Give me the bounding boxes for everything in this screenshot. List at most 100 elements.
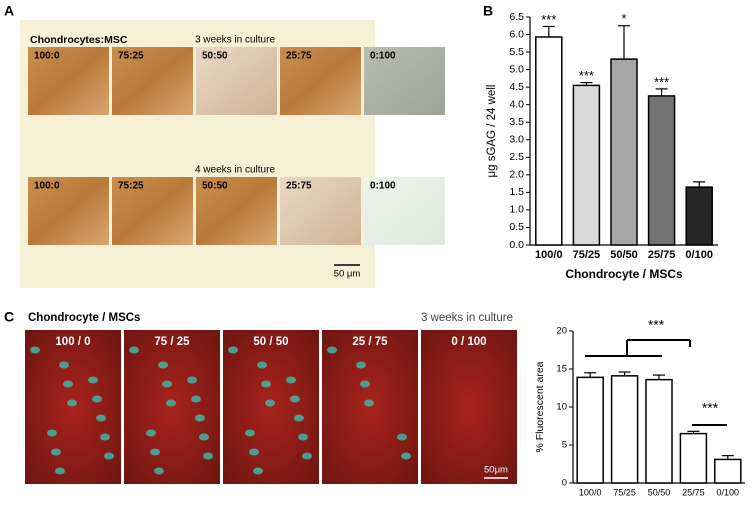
nucleus [146,429,156,437]
nucleus [59,361,69,369]
micrograph [364,177,445,245]
nucleus [298,433,308,441]
nucleus [286,376,296,384]
y-tick-label: 4.5 [509,81,524,93]
y-tick-label: 6.0 [509,28,524,40]
nucleus [47,429,57,437]
micrograph [280,177,361,245]
micrograph [28,47,109,115]
micrograph [112,47,193,115]
bar [610,375,639,484]
significance: *** [541,12,556,27]
panel-title: 3 weeks in culture [421,312,513,324]
nucleus [154,467,164,475]
y-axis-label: μg sGAG / 24 well [486,85,498,178]
nucleus [67,399,77,407]
ratio-label: 0 / 100 [451,336,486,348]
y-tick-label: 6.5 [509,11,524,23]
panel-a: Chondrocytes:MSC 3 weeks in culture 100:0 7… [28,34,445,280]
y-tick-label: 0 [562,478,567,489]
micrograph [124,330,220,484]
nucleus [199,433,209,441]
ratio-label: 0:100 [370,51,396,62]
nucleus [55,467,65,475]
x-axis-label: Chondrocyte / MSCs [565,267,683,281]
significance: * [621,11,626,26]
micrograph [322,330,418,484]
panel-header: Chondrocytes:MSC [30,34,128,46]
y-tick-label: 20 [556,326,567,337]
nucleus [356,361,366,369]
nucleus [96,414,106,422]
y-tick-label: 5.0 [509,63,524,75]
panel-label: B [483,3,493,19]
ratio-label: 75 / 25 [154,336,190,348]
x-tick-label: 75/25 [573,249,601,261]
y-tick-label: 0.0 [509,239,524,251]
ratio-label: 100:0 [34,181,60,192]
nucleus [360,380,370,388]
nucleus [203,452,213,460]
charts: 0.0 0.5 1.0 1.5 2.0 2.5 3.0 3.5 4.0 4.5 5.0 5.5 6.0 6… [486,11,745,497]
row-title: 3 weeks in culture [195,35,275,46]
micrograph [421,330,517,484]
nucleus [166,399,176,407]
nucleus [290,395,300,403]
significance: *** [654,74,669,89]
ratio-label: 25 / 75 [352,336,388,348]
nucleus [63,380,73,388]
bar [572,84,601,246]
ratio-label: 75:25 [118,181,144,192]
nucleus [88,376,98,384]
y-tick-label: 1.0 [509,204,524,216]
bar [535,36,563,246]
significance: *** [702,400,719,416]
micrograph [223,330,319,484]
nucleus [191,395,201,403]
ratio-label: 50:50 [202,181,228,192]
micrograph [196,177,277,245]
nucleus [187,376,197,384]
bar [576,376,604,484]
y-tick-label: 3.5 [509,116,524,128]
nucleus [401,452,411,460]
nucleus [92,395,102,403]
bar [714,458,742,484]
x-tick-label: 0/100 [685,249,713,261]
bar [679,432,708,484]
bar [685,186,713,246]
micrograph [112,177,193,245]
y-tick-label: 0.5 [509,221,524,233]
nucleus [253,467,263,475]
y-tick-label: 4.0 [509,98,524,110]
nucleus [257,361,267,369]
x-tick-label: 25/75 [648,249,676,261]
nucleus [364,399,374,407]
y-tick-label: 3.0 [509,134,524,146]
y-tick-label: 2.5 [509,151,524,163]
nucleus [261,380,271,388]
nucleus [162,380,172,388]
ratio-label: 50 / 50 [253,336,288,348]
ratio-label: 0:100 [370,181,396,192]
micrograph [364,47,445,115]
y-tick-label: 5.5 [509,46,524,58]
x-tick-label: 50/50 [610,249,638,261]
nucleus [158,361,168,369]
x-tick-label: 100/0 [579,487,602,497]
scale-label: 50μm [484,465,508,476]
bar [647,95,676,246]
nucleus [245,429,255,437]
bar [645,378,673,484]
nucleus [294,414,304,422]
ratio-label: 25:75 [286,181,312,192]
nucleus [249,448,259,456]
y-tick-label: 5 [562,440,567,451]
x-tick-label: 100/0 [535,249,563,261]
panel-label: C [4,309,14,325]
panel-label: A [4,3,14,19]
x-tick-label: 0/100 [717,487,740,497]
nucleus [150,448,160,456]
nucleus [327,346,337,354]
